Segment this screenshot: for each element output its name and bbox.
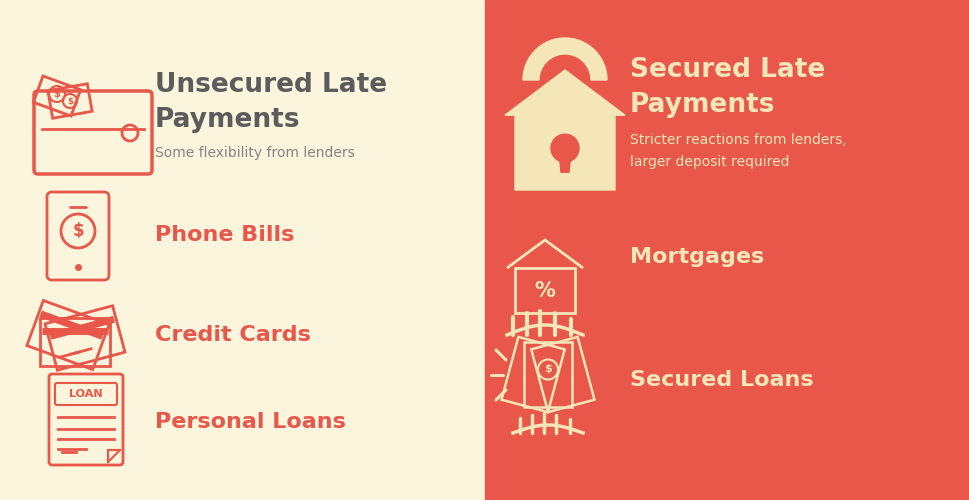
Polygon shape: [505, 70, 624, 190]
Text: Payments: Payments: [155, 107, 300, 133]
Text: Some flexibility from lenders: Some flexibility from lenders: [155, 146, 355, 160]
Text: $: $: [53, 89, 60, 99]
Text: Personal Loans: Personal Loans: [155, 412, 346, 432]
Text: %: %: [534, 281, 555, 301]
Text: LOAN: LOAN: [69, 389, 103, 399]
Text: $: $: [544, 364, 551, 374]
Text: larger deposit required: larger deposit required: [629, 155, 789, 169]
Polygon shape: [522, 38, 607, 80]
Text: Secured Late: Secured Late: [629, 57, 825, 83]
Text: Stricter reactions from lenders,: Stricter reactions from lenders,: [629, 133, 846, 147]
Circle shape: [550, 134, 578, 162]
Text: Payments: Payments: [629, 92, 774, 118]
Text: Unsecured Late: Unsecured Late: [155, 72, 387, 98]
Text: Secured Loans: Secured Loans: [629, 370, 813, 390]
Text: Phone Bills: Phone Bills: [155, 225, 294, 245]
Bar: [0, 0, 484, 500]
Text: Mortgages: Mortgages: [629, 247, 764, 267]
Bar: [484, 0, 969, 500]
Text: Credit Cards: Credit Cards: [155, 325, 310, 345]
Text: $: $: [72, 222, 83, 240]
Text: $: $: [67, 96, 73, 106]
Polygon shape: [108, 450, 120, 462]
Polygon shape: [558, 152, 571, 172]
